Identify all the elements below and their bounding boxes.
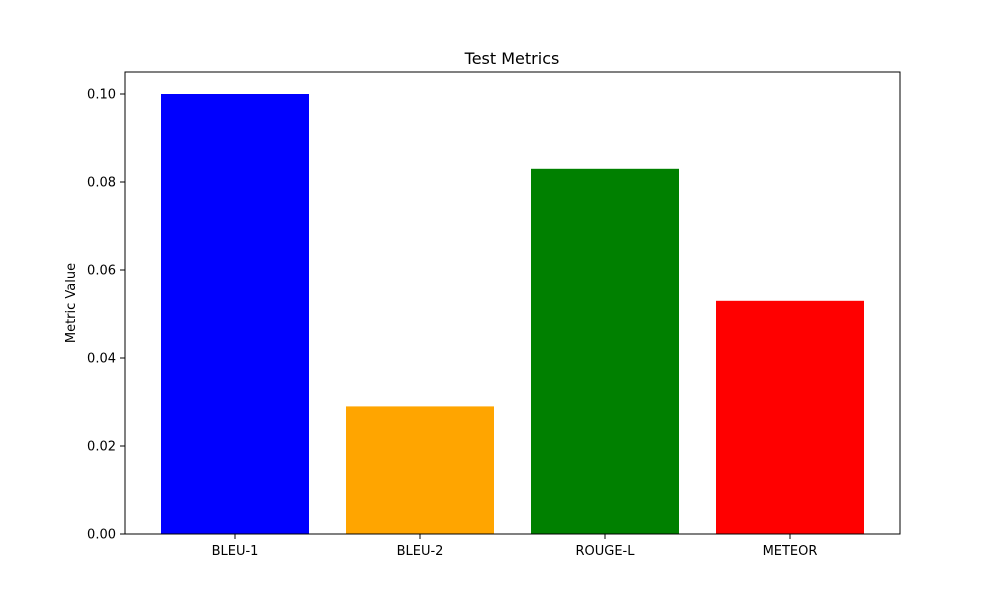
y-tick-label: 0.04: [87, 352, 116, 367]
bar-rouge-l: [530, 168, 679, 535]
y-tick-label: 0.06: [87, 264, 116, 279]
y-axis: 0.00 0.02 0.04 0.06 0.08 0.10: [87, 88, 125, 543]
x-tick-label: BLEU-1: [212, 544, 259, 559]
y-tick-label: 0.02: [87, 440, 116, 455]
chart-title: Test Metrics: [464, 49, 560, 68]
bar-meteor: [715, 300, 864, 534]
x-axis: BLEU-1 BLEU-2 ROUGE-L METEOR: [212, 534, 818, 559]
bars-layer: [161, 94, 864, 535]
x-tick-label: METEOR: [763, 544, 818, 559]
x-tick-label: ROUGE-L: [575, 544, 635, 559]
bar-bleu-1: [161, 94, 310, 534]
bar-bleu-2: [346, 406, 495, 534]
plot-frame: [124, 71, 901, 535]
y-tick-label: 0.10: [87, 88, 116, 103]
y-axis-title: Metric Value: [64, 263, 79, 343]
y-tick-label: 0.08: [87, 176, 116, 191]
y-tick-label: 0.00: [87, 528, 116, 543]
x-tick-label: BLEU-2: [397, 544, 444, 559]
